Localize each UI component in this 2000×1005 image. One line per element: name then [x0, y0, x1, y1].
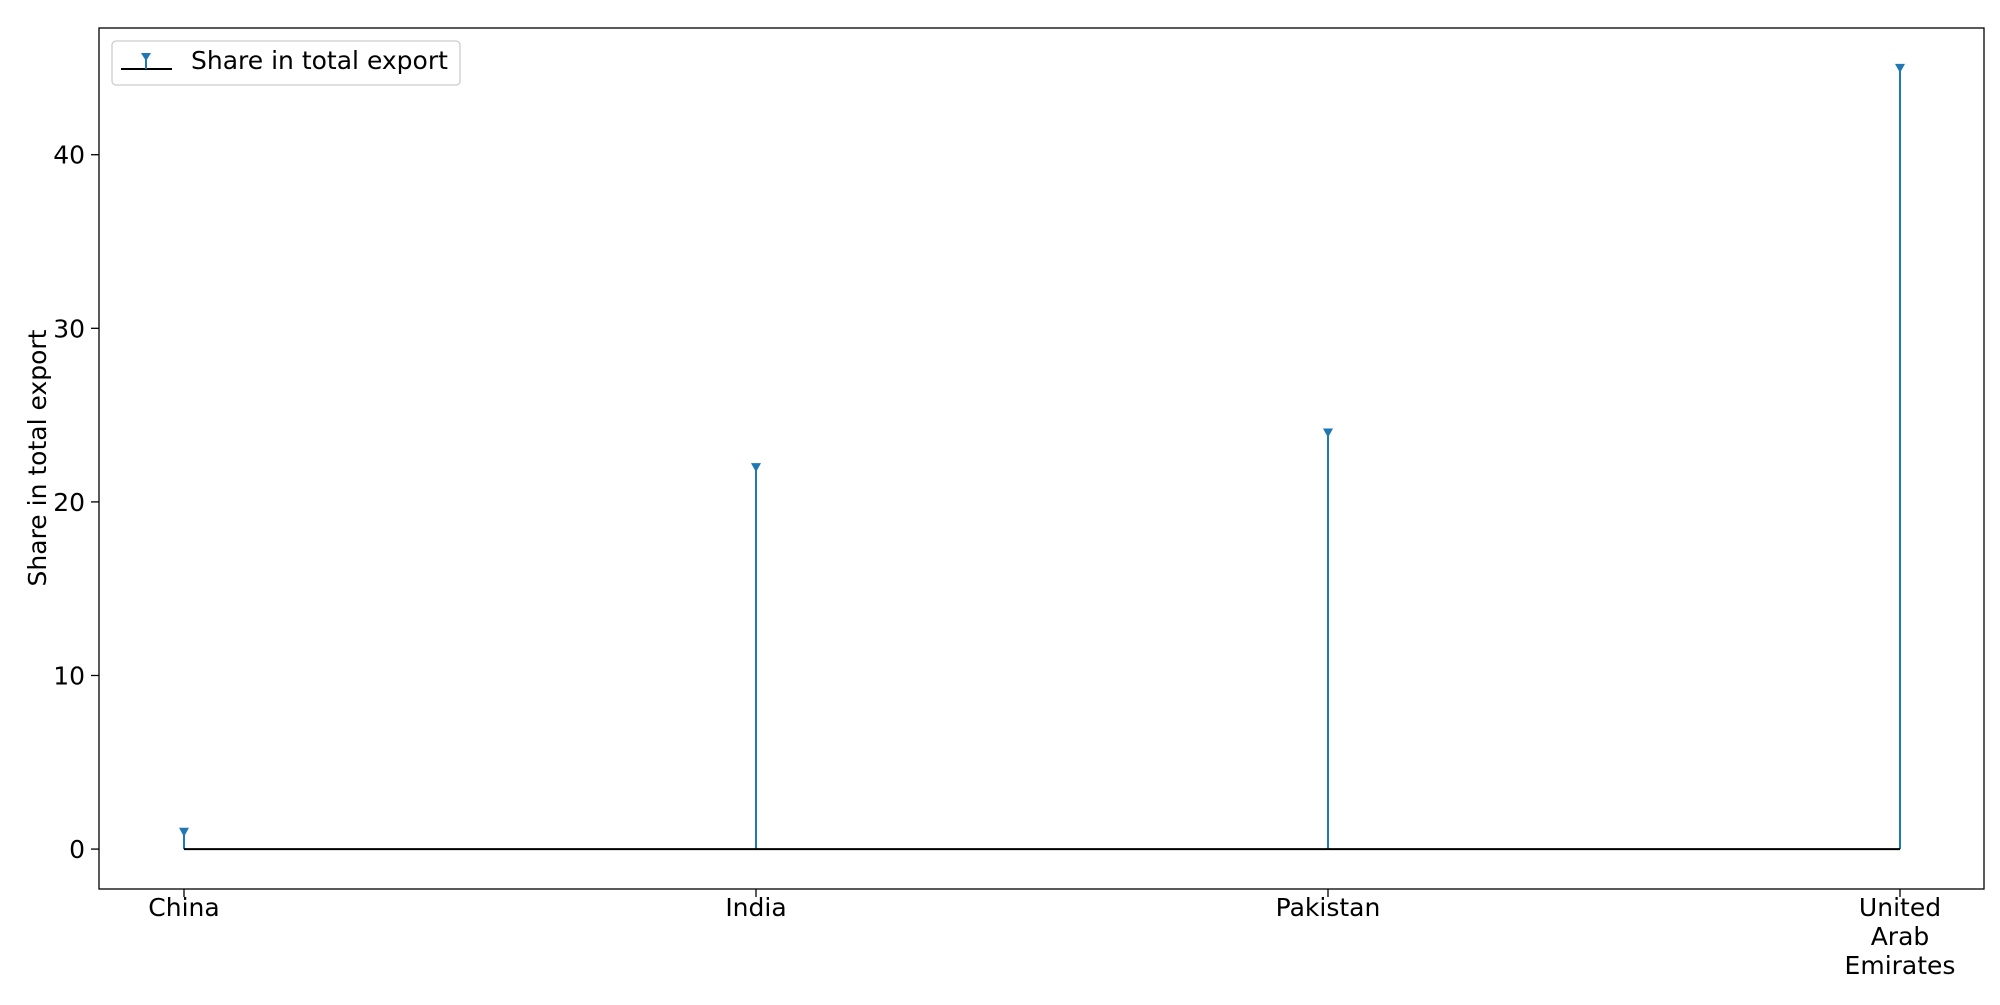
y-tick-label: 40 — [53, 141, 85, 170]
legend: Share in total export — [111, 40, 461, 86]
x-axis-ticks: China India Pakistan United Arab Emirates — [148, 889, 1955, 980]
stem-marker — [1895, 63, 1905, 73]
x-tick-label: United Arab Emirates — [1845, 893, 1956, 980]
x-tick-label: Pakistan — [1276, 893, 1381, 922]
stem-marker — [1323, 428, 1333, 438]
y-axis-ticks: 0 10 20 30 40 — [53, 141, 99, 864]
x-tick-label: China — [148, 893, 219, 922]
y-tick-label: 20 — [53, 488, 85, 517]
plot-area — [179, 63, 1905, 851]
y-axis-label: Share in total export — [23, 329, 52, 586]
x-tick-label: India — [725, 893, 786, 922]
legend-marker-icon — [141, 53, 151, 61]
y-tick-label: 30 — [53, 314, 85, 343]
legend-label: Share in total export — [191, 46, 448, 75]
y-tick-label: 10 — [53, 661, 85, 690]
stem-marker — [751, 463, 761, 473]
y-tick-label: 0 — [69, 835, 85, 864]
stem-marker — [179, 827, 189, 837]
legend-frame — [111, 40, 461, 86]
plot-frame — [98, 27, 1985, 890]
